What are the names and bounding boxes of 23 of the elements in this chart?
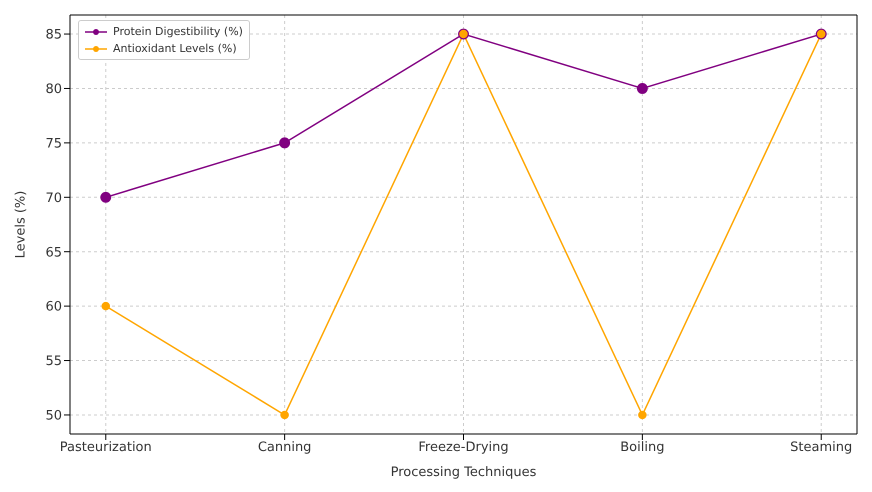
x-tick-label: Freeze-Drying — [418, 440, 509, 456]
x-tick-label: Canning — [258, 440, 312, 456]
y-tick-label: 80 — [45, 82, 62, 98]
point — [279, 137, 290, 148]
y-tick-label: 65 — [45, 245, 62, 260]
point — [280, 410, 289, 420]
point — [638, 410, 647, 420]
point — [102, 302, 110, 310]
y-tick-label: 75 — [45, 136, 62, 152]
point — [100, 192, 112, 203]
legend-label: Protein Digestibility (%) — [113, 24, 243, 40]
x-axis-title: Processing Techniques — [390, 465, 537, 480]
x-tick-label: Steaming — [790, 440, 852, 456]
y-axis-title: Levels (%) — [14, 190, 29, 258]
x-tick-label: Pasteurization — [60, 440, 152, 456]
y-tick-label: 60 — [45, 300, 62, 315]
point — [636, 83, 648, 94]
y-tick-label: 50 — [45, 408, 62, 424]
y-tick-label: 55 — [45, 354, 62, 370]
legend-label: Antioxidant Levels (%) — [113, 41, 237, 57]
x-tick-label: Boiling — [620, 440, 664, 456]
y-tick-label: 70 — [45, 190, 62, 206]
y-tick-label: 85 — [45, 28, 62, 43]
